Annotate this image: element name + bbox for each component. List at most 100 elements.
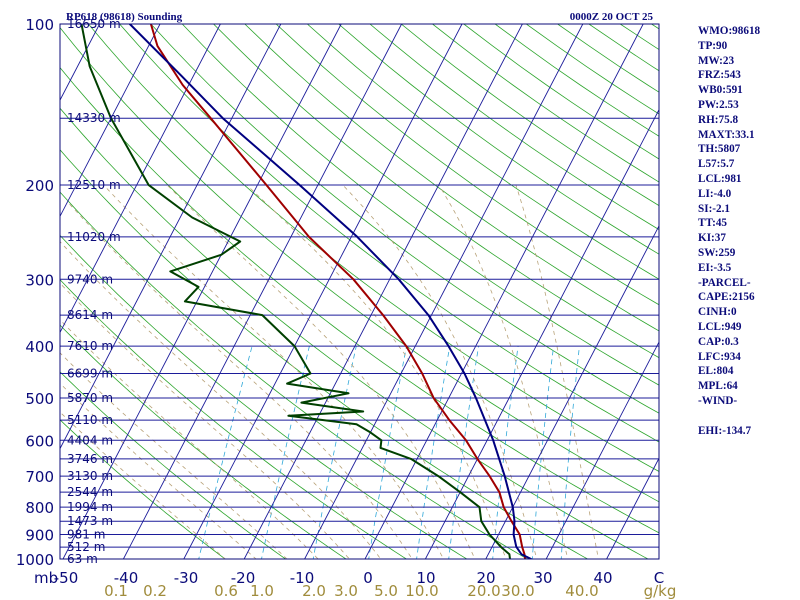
height-label: 11020 m [67, 230, 121, 244]
isotherm-line [243, 24, 523, 559]
index-entry: CAP:0.3 [698, 335, 739, 348]
dry-adiabat-line [60, 191, 528, 559]
height-label: 1994 m [67, 500, 113, 514]
temperature-tick-label: -30 [174, 569, 199, 587]
height-label: 981 m [67, 528, 105, 542]
index-entry: MW:23 [698, 54, 735, 67]
moist-adiabat-line [60, 282, 350, 559]
pressure-tick-label: 400 [25, 338, 54, 356]
index-entry: LI:-4.0 [698, 187, 732, 200]
dry-adiabat-line [88, 24, 659, 472]
mixing-ratio-tick-label: 0.6 [214, 582, 238, 600]
mixing-ratio-tick-label: 0.1 [104, 582, 128, 600]
mixing-ratio-tick-label: 1.0 [250, 582, 274, 600]
pressure-unit-label: mb [34, 569, 58, 587]
moist-adiabat-line [438, 184, 569, 559]
height-label: 3746 m [67, 452, 113, 466]
height-label: 63 m [67, 552, 98, 566]
index-entry: CINH:0 [698, 306, 737, 319]
moist-adiabat-line [60, 411, 226, 559]
height-label: 512 m [67, 540, 105, 554]
index-entry: SI:-2.1 [698, 202, 731, 215]
height-label: 12510 m [67, 178, 121, 192]
index-entry: SW:259 [698, 246, 736, 259]
moist-adiabat-line [60, 382, 257, 559]
parcel-path-line [128, 24, 533, 559]
pressure-tick-label: 300 [25, 271, 54, 289]
mixing-ratio-tick-label: 10.0 [405, 582, 438, 600]
mixing-ratio-unit-label: g/kg [644, 582, 677, 600]
moist-adiabat-line [103, 184, 445, 559]
index-entry: -PARCEL- [698, 276, 751, 289]
height-label: 14330 m [67, 111, 121, 125]
mixing-ratio-tick-label: 40.0 [565, 582, 598, 600]
stability-index-panel: WMO:98618 TP:90 MW:23 FRZ:543 WB0:591 PW:2.53… [698, 24, 798, 438]
height-label: 9740 m [67, 272, 113, 286]
mixing-ratio-tick-label: 0.2 [143, 582, 167, 600]
temperature-unit-label: C [654, 569, 664, 587]
mixing-ratio-tick-label: 5.0 [374, 582, 398, 600]
moist-adiabat-line [166, 184, 476, 559]
pressure-tick-label: 600 [25, 432, 54, 450]
index-entry: TH:5807 [698, 143, 741, 156]
mixing-ratio-tick-label: 30.0 [501, 582, 534, 600]
isotherm-line [62, 24, 342, 559]
temperature-tick-label: -20 [231, 569, 256, 587]
mixing-ratio-line [198, 345, 253, 559]
mixing-ratio-line [312, 346, 357, 559]
index-entry: LFC:934 [698, 350, 741, 363]
index-entry: EI:-3.5 [698, 261, 732, 274]
dewpoint-profile-line [80, 24, 511, 559]
index-entry: EL:804 [698, 365, 734, 378]
dry-adiabat-line [181, 24, 659, 386]
isotherm-line [606, 457, 659, 559]
index-entry: TP:90 [698, 39, 728, 52]
temperature-tick-label: 30 [533, 569, 552, 587]
mixing-ratio-tick-label: 2.0 [302, 582, 326, 600]
index-entry: WB0:591 [698, 84, 743, 97]
index-entry: FRZ:543 [698, 69, 741, 82]
sounding-time: 0000Z 20 OCT 25 [570, 11, 654, 23]
temperature-tick-label: -10 [290, 569, 315, 587]
index-entry: -WIND- [698, 394, 738, 407]
height-label: 16650 m [67, 17, 121, 31]
height-label: 4404 m [67, 433, 113, 447]
isotherm-line [60, 24, 161, 218]
height-label: 5870 m [67, 391, 113, 405]
temperature-tick-label: 10 [416, 569, 435, 587]
height-label: 1473 m [67, 514, 113, 528]
isotherm-line [183, 24, 463, 559]
index-entry: KI:37 [698, 232, 726, 245]
isotherm-line [60, 24, 282, 450]
moist-adiabat-line [60, 319, 319, 559]
mixing-ratio-line [261, 346, 310, 559]
dry-adiabat-line [338, 24, 659, 255]
height-label: 2544 m [67, 485, 113, 499]
moist-adiabat-line [67, 201, 413, 559]
dry-adiabat-line [213, 24, 659, 359]
dry-adiabat-line [307, 24, 659, 280]
chart-title: RP618 (98618) Sounding [66, 11, 183, 23]
temperature-tick-label: -50 [54, 569, 79, 587]
index-entry: PW:2.53 [698, 98, 739, 111]
pressure-tick-label: 900 [25, 527, 54, 545]
index-entry: WMO:98618 [698, 25, 761, 37]
index-entry: RH:75.8 [698, 113, 739, 126]
height-label: 5110 m [67, 413, 113, 427]
isotherm-line [123, 24, 402, 559]
index-entry: TT:45 [698, 217, 728, 230]
dry-adiabat-line [60, 279, 408, 559]
temperature-tick-label: 40 [593, 569, 612, 587]
dry-adiabat-line [60, 234, 468, 559]
moist-adiabat-line [515, 184, 599, 559]
dry-adiabat-line [150, 24, 659, 414]
pressure-tick-label: 700 [25, 468, 54, 486]
index-entry: LCL:949 [698, 320, 742, 333]
pressure-tick-label: 800 [25, 499, 54, 517]
pressure-tick-label: 500 [25, 390, 54, 408]
index-entry: MAXT:33.1 [698, 128, 755, 141]
moist-adiabat-line [342, 184, 538, 559]
index-entry: MPL:64 [698, 380, 738, 393]
dry-adiabat-line [60, 324, 347, 559]
